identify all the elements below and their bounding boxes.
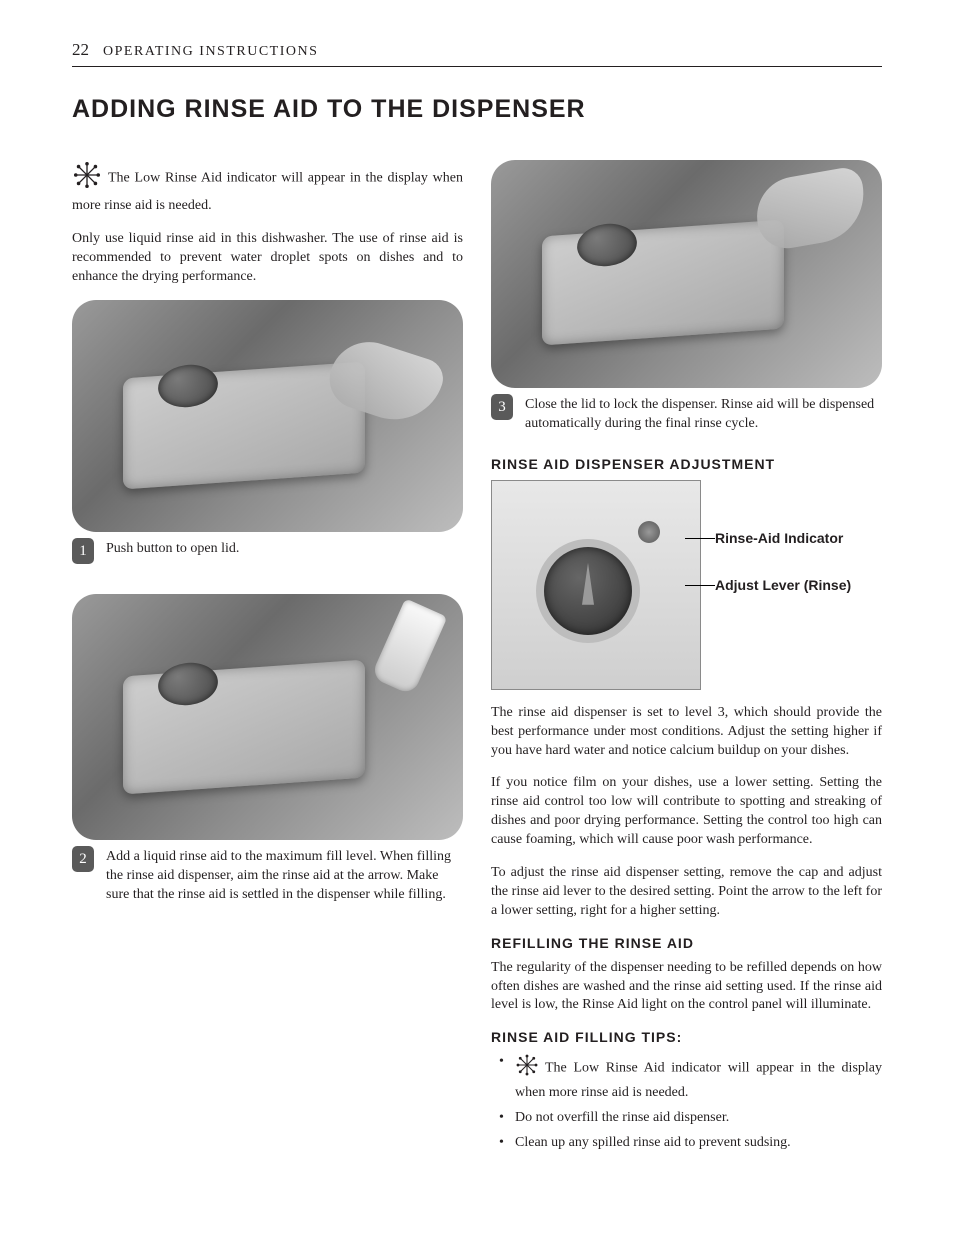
diagram-callouts: Rinse-Aid Indicator Adjust Lever (Rinse) (715, 480, 851, 595)
page-number: 22 (72, 40, 89, 59)
intro-text-1: The Low Rinse Aid indicator will appear … (72, 171, 463, 213)
rinse-aid-icon (72, 160, 102, 197)
figure-step-1 (72, 300, 463, 532)
adjustment-diagram-wrap: Rinse-Aid Indicator Adjust Lever (Rinse) (491, 480, 882, 690)
rinse-aid-icon (515, 1053, 539, 1084)
step-2-text: Add a liquid rinse aid to the maximum fi… (106, 848, 463, 905)
figure-step-3 (491, 160, 882, 388)
figure-step-2 (72, 594, 463, 840)
step-1-text: Push button to open lid. (106, 540, 239, 559)
intro-paragraph-1: The Low Rinse Aid indicator will appear … (72, 160, 463, 216)
section-label: OPERATING INSTRUCTIONS (103, 44, 318, 59)
refill-p1: The regularity of the dispenser needing … (491, 959, 882, 1016)
tip-1: The Low Rinse Aid indicator will appear … (497, 1053, 882, 1103)
adjustment-p1: The rinse aid dispenser is set to level … (491, 704, 882, 761)
adjustment-p3: To adjust the rinse aid dispenser settin… (491, 864, 882, 921)
adjustment-heading: RINSE AID DISPENSER ADJUSTMENT (491, 456, 882, 472)
content-columns: The Low Rinse Aid indicator will appear … (72, 160, 882, 1159)
callout-indicator: Rinse-Aid Indicator (715, 530, 851, 548)
tip-3: Clean up any spilled rinse aid to preven… (497, 1134, 882, 1153)
right-column: 3 Close the lid to lock the dispenser. R… (491, 160, 882, 1159)
step-2: 2 Add a liquid rinse aid to the maximum … (72, 848, 463, 905)
tip-1-text: The Low Rinse Aid indicator will appear … (515, 1061, 882, 1100)
tips-list: The Low Rinse Aid indicator will appear … (491, 1053, 882, 1153)
left-column: The Low Rinse Aid indicator will appear … (72, 160, 463, 1159)
step-1: 1 Push button to open lid. (72, 540, 463, 564)
page-header: 22 OPERATING INSTRUCTIONS (72, 40, 882, 67)
adjustment-diagram (491, 480, 701, 690)
step-1-badge: 1 (72, 538, 94, 564)
tip-2: Do not overfill the rinse aid dispenser. (497, 1109, 882, 1128)
tips-heading: RINSE AID FILLING TIPS: (491, 1029, 882, 1045)
callout-lever: Adjust Lever (Rinse) (715, 577, 851, 595)
intro-paragraph-2: Only use liquid rinse aid in this dishwa… (72, 230, 463, 287)
adjustment-p2: If you notice film on your dishes, use a… (491, 774, 882, 850)
page-title: ADDING RINSE AID TO THE DISPENSER (72, 95, 882, 124)
step-3-text: Close the lid to lock the dispenser. Rin… (525, 396, 882, 434)
step-3: 3 Close the lid to lock the dispenser. R… (491, 396, 882, 434)
refill-heading: REFILLING THE RINSE AID (491, 935, 882, 951)
step-3-badge: 3 (491, 394, 513, 420)
step-2-badge: 2 (72, 846, 94, 872)
